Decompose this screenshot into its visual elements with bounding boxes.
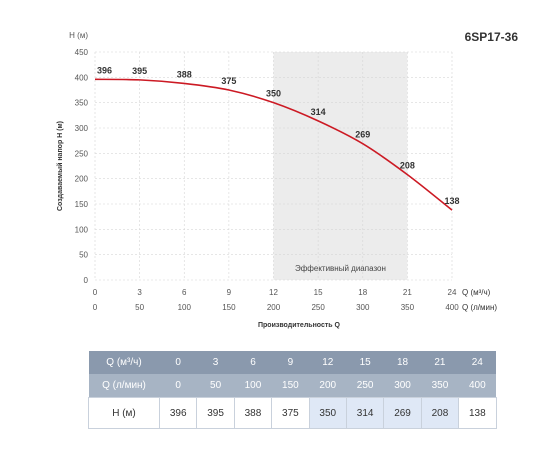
performance-table: Q (м³/ч) 0 3 6 9 12 15 18 21 24 Q (л/мин… [88,351,497,429]
y-tick-label: 350 [75,99,89,108]
table-cell: 396 [158,397,198,429]
y-tick-label: 50 [79,251,88,260]
table-cell: 314 [345,397,385,429]
effective-range-band [273,52,408,280]
x-axis-unit: Q (м³/ч) [462,288,491,297]
x-tick-label: 9 [227,288,232,297]
table-row-q-m3h: Q (м³/ч) 0 3 6 9 12 15 18 21 24 [88,351,497,374]
data-label: 350 [266,89,281,99]
x2-tick-label: 300 [356,303,370,312]
x2-tick-label: 150 [222,303,236,312]
table-cell: 24 [458,351,497,374]
y-tick-label: 100 [75,225,89,234]
data-label: 396 [97,65,112,75]
model-title: 6SP17-36 [464,30,518,44]
y-axis-title: Создаваемый напор Н (м) [56,121,64,211]
x-axis-title: Производительность Q [258,322,341,329]
pump-curve-chart: Эффективный диапазон05010015020025030035… [56,31,497,329]
table-cell: 15 [346,351,384,374]
table-cell: 350 [308,397,347,429]
effective-range-label: Эффективный диапазон [295,264,386,273]
y-tick-label: 0 [84,276,89,285]
table-cell: 388 [233,397,273,429]
x-tick-label: 21 [403,288,412,297]
data-label: 138 [444,196,459,206]
y-tick-label: 200 [75,175,89,184]
x-tick-label: 12 [269,288,278,297]
data-label: 314 [311,107,326,117]
x-tick-label: 6 [182,288,187,297]
table-cell: 6 [234,351,272,374]
table-cell: 9 [271,351,310,374]
y-tick-label: 300 [75,124,89,133]
table-cell: 50 [196,374,235,398]
pump-curve-line [94,78,453,211]
table-cell: 395 [196,397,235,429]
y-axis-unit-label: H (м) [69,31,88,40]
x2-tick-label: 200 [267,303,281,312]
table-cell: 138 [458,397,497,429]
y-tick-label: 400 [75,73,89,82]
table-cell: 150 [271,374,310,398]
table-cell: 3 [196,351,235,374]
table-cell: 208 [420,397,460,429]
table-cell: 0 [159,351,197,374]
table-cell: 200 [309,374,347,398]
x-tick-label: 24 [448,288,457,297]
row-header-q-m3h: Q (м³/ч) [88,351,160,374]
table-cell: 100 [234,374,272,398]
x2-tick-label: 350 [401,303,415,312]
x-tick-label: 3 [137,288,142,297]
table-cell: 18 [383,351,422,374]
table-cell: 350 [421,374,459,398]
x2-tick-label: 250 [311,303,325,312]
row-header-q-lmin: Q (л/мин) [88,374,160,398]
row-header-head: H (м) [88,397,160,429]
x2-tick-label: 50 [135,303,144,312]
x2-tick-label: 400 [445,303,459,312]
table-cell: 0 [159,374,197,398]
table-cell: 300 [383,374,422,398]
x-tick-label: 18 [358,288,367,297]
x-tick-label: 15 [314,288,323,297]
y-tick-label: 450 [75,48,89,57]
x2-axis-unit: Q (л/мин) [462,303,497,312]
table-cell: 21 [421,351,459,374]
x2-tick-label: 100 [178,303,192,312]
table-cell: 250 [346,374,384,398]
table-row-head: H (м) 396 395 388 375 350 314 269 208 13… [88,397,497,429]
data-label: 395 [132,66,147,76]
data-label: 388 [177,69,192,79]
table-row-q-lmin: Q (л/мин) 0 50 100 150 200 250 300 350 4… [88,374,497,398]
y-tick-label: 250 [75,149,89,158]
data-label: 375 [221,76,236,86]
data-label: 269 [355,130,370,140]
x2-tick-label: 0 [93,303,98,312]
y-tick-label: 150 [75,200,89,209]
table-cell: 375 [271,397,310,429]
table-cell: 12 [309,351,347,374]
table-cell: 269 [383,397,422,429]
table-cell: 400 [458,374,497,398]
x-tick-label: 0 [93,288,98,297]
data-label: 208 [400,161,415,171]
